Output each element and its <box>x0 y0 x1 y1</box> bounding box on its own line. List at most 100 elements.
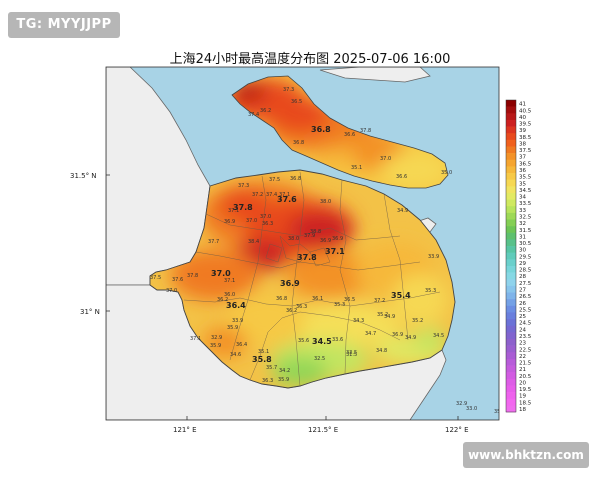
colorbar-tick-label: 29.5 <box>519 254 532 260</box>
lon-label-121: 121° E <box>173 426 197 434</box>
district-boundary <box>291 171 305 387</box>
colorbar-swatch <box>506 100 516 107</box>
colorbar-tick-label: 27 <box>519 288 526 294</box>
watermark-bottom: www.bhktzn.com <box>463 442 589 468</box>
big-temp-label: 37.6 <box>277 195 297 204</box>
district-boundary <box>309 247 331 267</box>
colorbar-swatch <box>506 252 516 260</box>
colorbar-tick-label: 22.5 <box>519 347 532 353</box>
heat-blob <box>414 328 446 352</box>
small-temp-label: 35.3 <box>334 302 345 308</box>
colorbar-swatch <box>506 259 516 267</box>
small-temp-label: 36.9 <box>332 236 343 242</box>
colorbar-tick-label: 33.5 <box>519 201 532 207</box>
big-labels-group: 36.837.837.637.137.836.937.036.435.434.5… <box>211 125 411 364</box>
colorbar-tick-label: 30 <box>519 248 526 254</box>
small-temp-label: 36.5 <box>344 297 355 303</box>
small-temp-label: 36.8 <box>276 296 287 302</box>
colorbar-tick-label: 24.5 <box>519 321 532 327</box>
colorbar-swatch <box>506 332 516 340</box>
colorbar-tick-label: 19 <box>519 394 526 400</box>
small-temp-label: 36.9 <box>224 219 235 225</box>
colorbar-swatch <box>506 272 516 280</box>
watermark-top: TG: MYYJJPP <box>8 12 120 38</box>
small-temp-label: 37.8 <box>360 128 371 134</box>
small-temp-label: 37.0 <box>246 218 257 224</box>
colorbar-tick-label: 18.5 <box>519 400 532 406</box>
small-temp-label: 34.9 <box>384 314 395 320</box>
colorbar-swatch <box>506 113 516 121</box>
small-temp-label: 37.5 <box>150 275 161 281</box>
small-temp-label: 35.1 <box>258 349 269 355</box>
colorbar-tick-label: 34.5 <box>519 188 532 194</box>
small-temp-label: 34.7 <box>365 331 376 337</box>
small-temp-label: 37.7 <box>208 239 219 245</box>
colorbar-swatch <box>506 146 516 154</box>
small-temp-label: 35.7 <box>266 365 277 371</box>
lon-label-121-5: 121.5° E <box>308 426 338 434</box>
small-temp-label: 36.5 <box>291 99 302 105</box>
small-temp-label: 37.1 <box>224 278 235 284</box>
small-temp-label: 38.8 <box>310 229 321 235</box>
big-temp-label: 37.0 <box>211 269 231 278</box>
small-temp-label: 35.9 <box>227 325 238 331</box>
colorbar-tick-label: 40.5 <box>519 108 532 114</box>
colorbar-swatch <box>506 378 516 386</box>
small-temp-label: 34.6 <box>230 352 241 358</box>
small-temp-label: 34.2 <box>279 368 290 374</box>
heat-blob <box>392 274 448 326</box>
colorbar-swatch <box>506 352 516 360</box>
map-frame <box>105 66 500 421</box>
small-temp-label: 37.3 <box>238 183 249 189</box>
small-temp-label: 37.9 <box>304 233 315 239</box>
colorbar-tick-label: 28.5 <box>519 268 532 274</box>
small-temp-label: 35.0 <box>441 170 452 176</box>
small-temp-label: 38.4 <box>248 239 259 245</box>
colorbar-swatch <box>506 179 516 187</box>
heat-blob <box>381 152 448 188</box>
heat-blob <box>290 303 400 347</box>
small-temp-label: 32.9 <box>456 401 467 407</box>
chongming-outline <box>231 75 449 189</box>
small-temp-label: 36.2 <box>286 308 297 314</box>
small-temp-label: 36.8 <box>293 140 304 146</box>
colorbar-tick-label: 26 <box>519 301 526 307</box>
small-temp-label: 36.6 <box>396 174 407 180</box>
small-temp-label: 35.6 <box>298 338 309 344</box>
colorbar-swatch <box>506 133 516 141</box>
colorbar-tick-label: 23 <box>519 341 526 347</box>
big-temp-label: 34.5 <box>312 337 332 346</box>
small-temp-label: 33.0 <box>466 406 477 412</box>
colorbar-swatch <box>506 199 516 207</box>
colorbar-swatch <box>506 232 516 240</box>
colorbar-swatch <box>506 126 516 134</box>
colorbar-tick-label: 24 <box>519 327 526 333</box>
colorbar-swatch <box>506 398 516 406</box>
small-temp-label: 34.9 <box>405 335 416 341</box>
small-temp-label: 35.5 <box>494 409 505 415</box>
small-temp-label: 32.5 <box>314 356 325 362</box>
small-temp-label: 37.1 <box>228 208 239 214</box>
colorbar-tick-label: 33 <box>519 208 526 214</box>
small-temp-label: 37.8 <box>187 273 198 279</box>
colorbar-swatch <box>506 305 516 313</box>
colorbar-swatch <box>506 279 516 287</box>
small-temp-label: 36.3 <box>296 304 307 310</box>
big-temp-label: 37.1 <box>325 247 345 256</box>
district-boundary <box>265 243 283 263</box>
colorbar-tick-label: 26.5 <box>519 294 532 300</box>
colorbar-swatch <box>506 325 516 333</box>
colorbar-swatch <box>506 192 516 200</box>
colorbar-swatch <box>506 338 516 346</box>
colorbar-swatch <box>506 239 516 247</box>
lat-label-31-5: 31.5° N <box>70 172 97 180</box>
small-temp-label: 37.0 <box>380 156 391 162</box>
colorbar-swatch <box>506 139 516 147</box>
small-temp-label: 31.5 <box>346 352 357 358</box>
colorbar-tick-label: 20 <box>519 380 526 386</box>
colorbar-swatch <box>506 159 516 167</box>
small-temp-label: 37.1 <box>190 336 201 342</box>
colorbar-swatch <box>506 153 516 161</box>
small-temp-label: 35.9 <box>278 377 289 383</box>
small-temp-label: 36.9 <box>392 332 403 338</box>
